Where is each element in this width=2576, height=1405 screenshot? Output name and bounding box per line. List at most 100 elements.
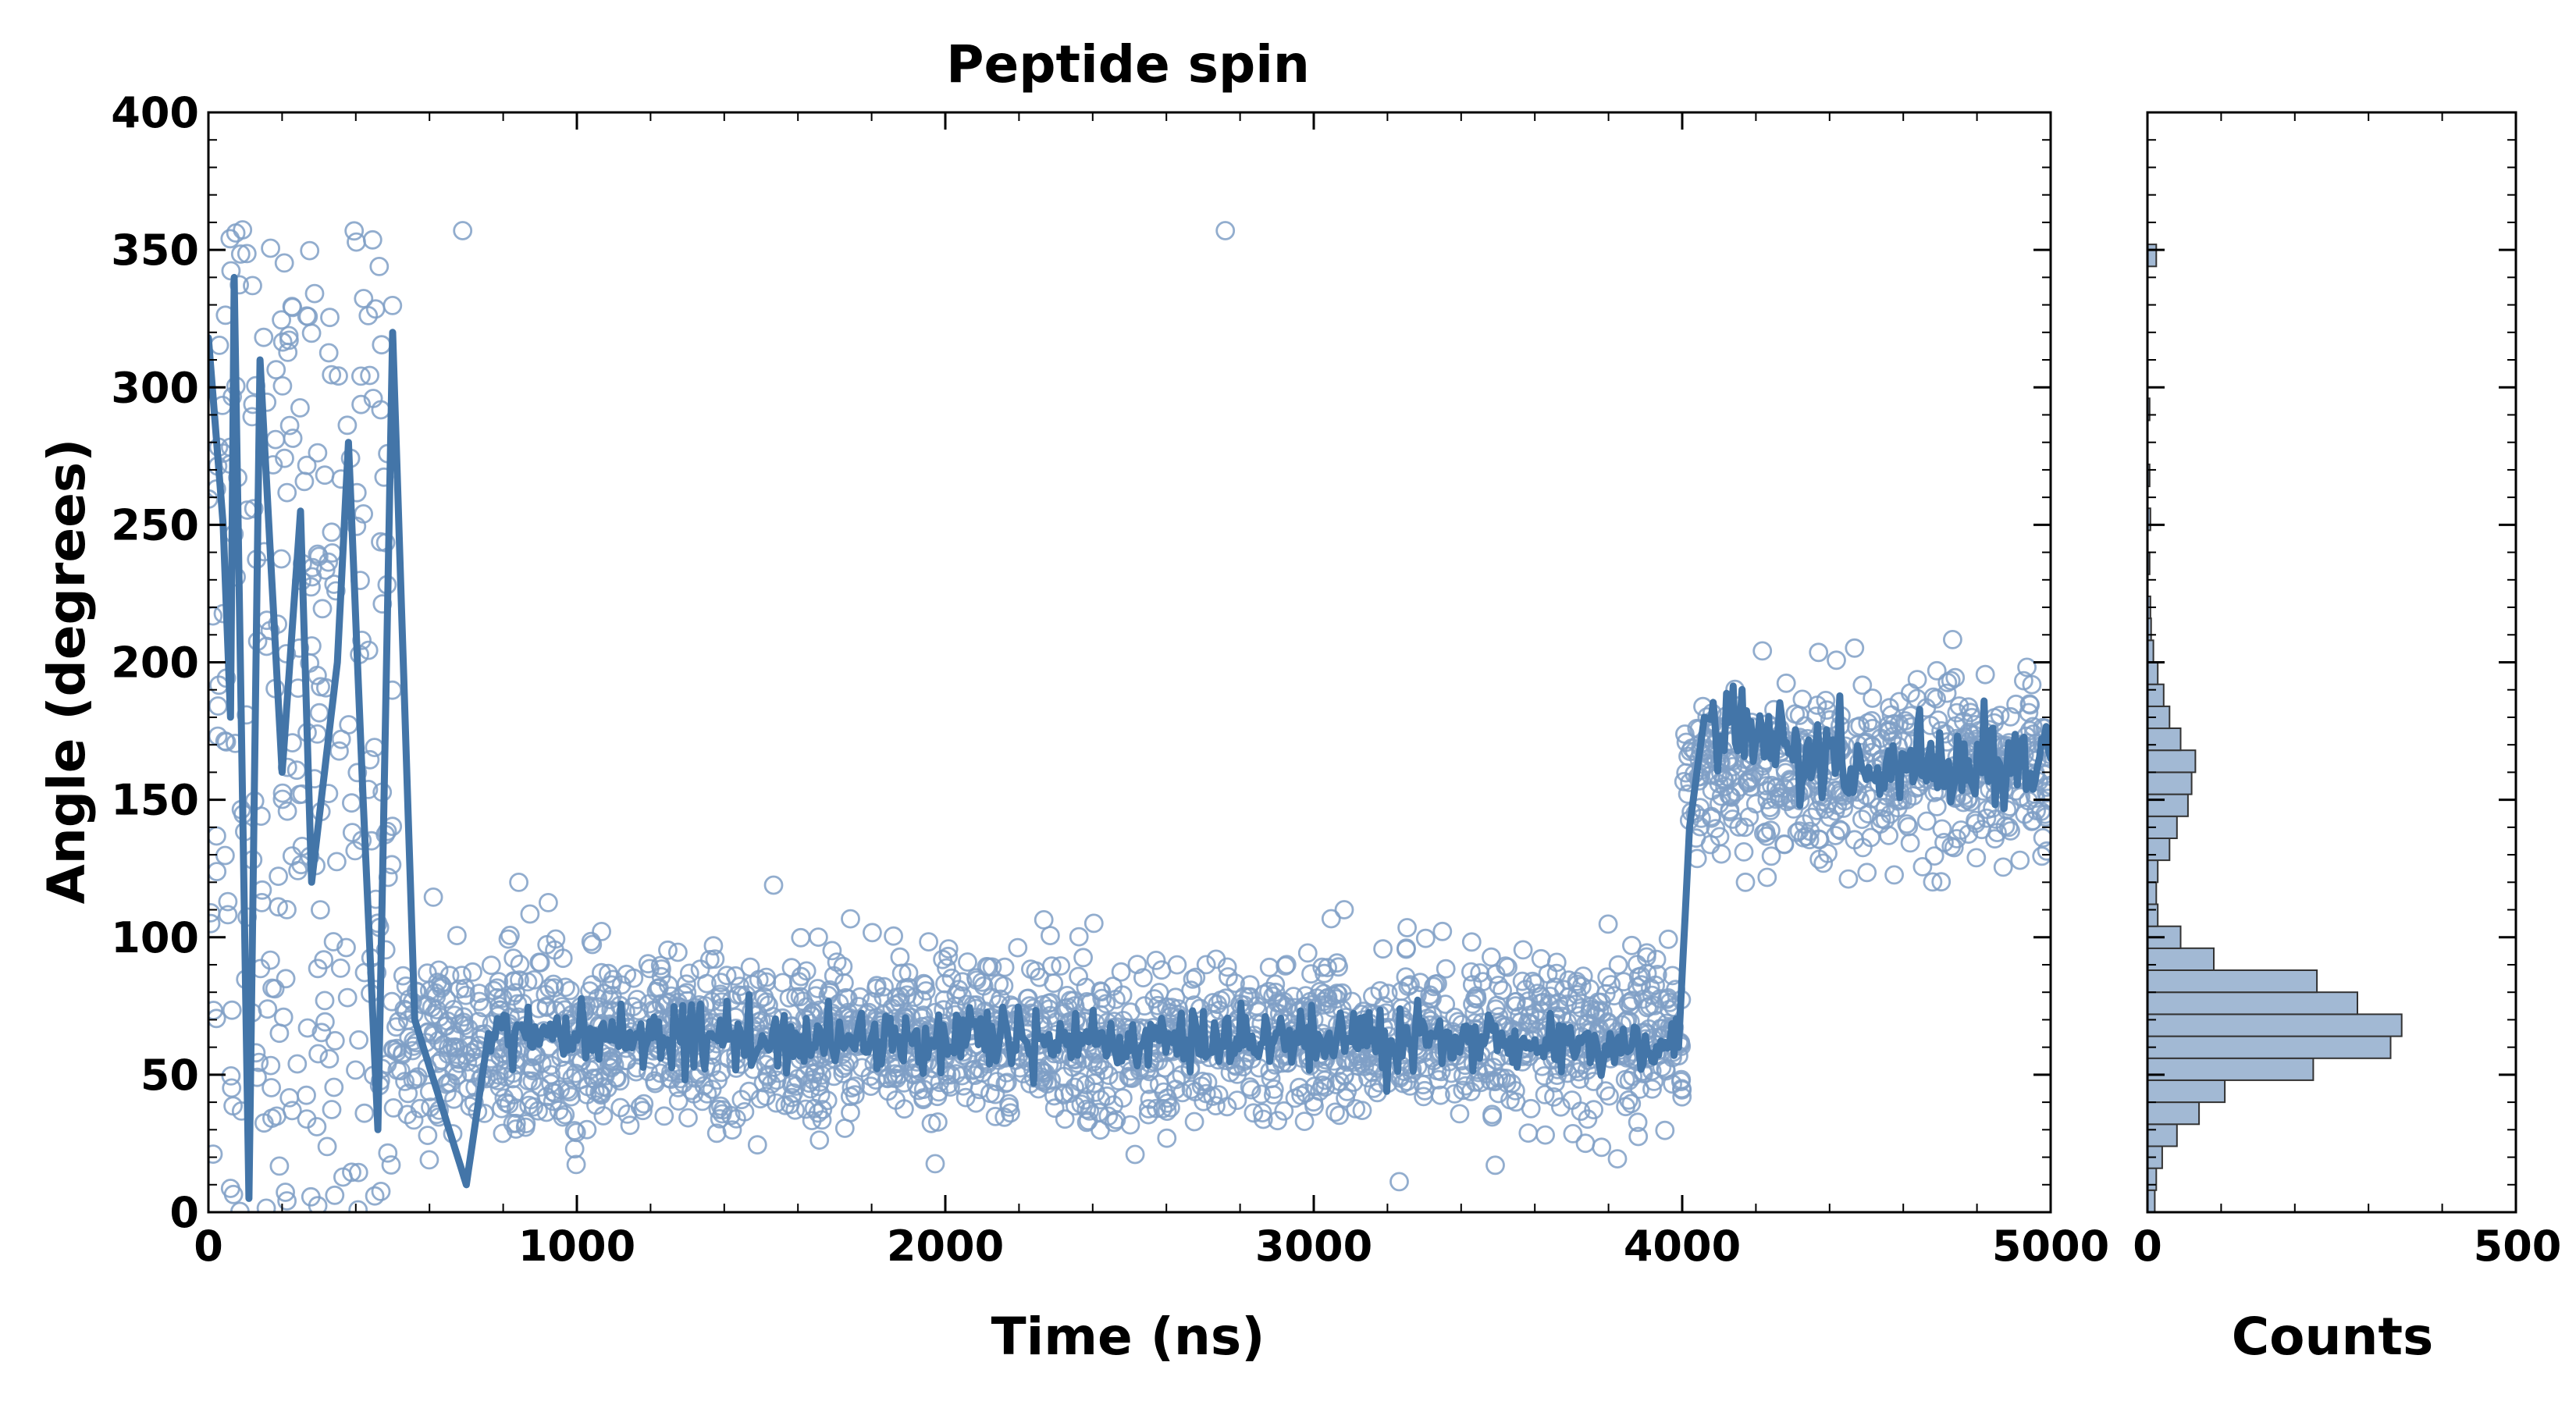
x-tick-label: 1000 (518, 1222, 635, 1271)
scatter-point (347, 516, 367, 536)
scatter-point (503, 986, 523, 1006)
scatter-point (1346, 1099, 1366, 1119)
scatter-point (1041, 993, 1061, 1012)
scatter-point (1726, 782, 1745, 802)
scatter-point (1993, 857, 2013, 877)
scatter-point (890, 947, 910, 967)
scatter-point (1010, 1058, 1030, 1078)
scatter-point (1770, 788, 1790, 808)
scatter-point (1775, 759, 1795, 779)
scatter-point (348, 1200, 368, 1212)
scatter-point (315, 465, 335, 486)
scatter-point (2020, 695, 2041, 715)
scatter-point (372, 335, 392, 355)
scatter-point (1525, 973, 1545, 994)
scatter-point (1616, 1097, 1636, 1117)
x-tick-label: 2000 (887, 1222, 1004, 1271)
histogram-bar (2147, 1167, 2158, 1191)
scatter-point (1139, 1074, 1159, 1094)
scatter-point (381, 1155, 401, 1175)
scatter-point (1342, 991, 1362, 1012)
scatter-point (1181, 980, 1201, 1001)
scatter-point (1057, 986, 1077, 1005)
scatter-point (444, 1062, 464, 1081)
scatter-point (566, 1063, 585, 1083)
scatter-point (220, 229, 240, 249)
scatter-point (1813, 853, 1834, 873)
scatter-point (1436, 959, 1456, 979)
hist-x-tick-label: 500 (2474, 1222, 2562, 1271)
scatter-point (773, 973, 792, 993)
scatter-point (1311, 1062, 1332, 1082)
scatter-point (1352, 1053, 1372, 1073)
scatter-point (592, 962, 611, 983)
scatter-point (1924, 846, 1944, 866)
scatter-point (347, 232, 366, 252)
scatter-point (407, 1067, 428, 1087)
scatter-point (546, 929, 566, 949)
scatter-point (1108, 1071, 1129, 1091)
scatter-point (1720, 800, 1740, 820)
scatter-point (799, 1058, 819, 1077)
scatter-point (1513, 940, 1533, 960)
scatter-point (1203, 1087, 1223, 1106)
scatter-point (1453, 1080, 1473, 1101)
scatter-point (261, 238, 281, 258)
scatter-point (1424, 976, 1443, 997)
histogram-axis-ticks: 0 500 (2133, 111, 2562, 1271)
scatter-point (283, 429, 303, 448)
scatter-point (866, 978, 886, 998)
scatter-point (276, 1183, 296, 1202)
scatter-point (585, 1057, 605, 1076)
scatter-point (809, 927, 828, 947)
scatter-point (946, 1064, 966, 1084)
scatter-point (1219, 967, 1238, 987)
scatter-point (1415, 928, 1436, 948)
scatter-point (934, 1000, 953, 1020)
scatter-point (593, 1076, 614, 1097)
scatter-point (463, 962, 482, 982)
scatter-point (1852, 675, 1873, 695)
scatter-point (1461, 962, 1481, 982)
scatter-point (1241, 1080, 1261, 1100)
scatter-point (1570, 1069, 1590, 1089)
scatter-point (322, 522, 342, 542)
scatter-point (481, 955, 501, 976)
scatter-point (266, 360, 286, 380)
scatter-point (337, 987, 358, 1008)
scatter-point (560, 980, 580, 1001)
scatter-point (1535, 1085, 1555, 1104)
scatter-point (1083, 913, 1104, 934)
scatter-point (852, 1058, 872, 1078)
scatter-point (322, 1100, 342, 1119)
scatter-point (1103, 976, 1123, 996)
scatter-point (1535, 1125, 1555, 1145)
scatter-point (254, 327, 274, 347)
scatter-point (1329, 1072, 1350, 1091)
x-tick-label: 4000 (1624, 1222, 1741, 1271)
scatter-point (1196, 955, 1216, 975)
scatter-point (1879, 826, 1899, 845)
scatter-point (436, 1016, 456, 1037)
scatter-point (1757, 867, 1777, 887)
scatter-point (1907, 670, 1927, 689)
scatter-point (678, 1108, 698, 1128)
scatter-point (2010, 850, 2030, 870)
scatter-point (524, 970, 544, 990)
scatter-point (985, 1084, 1005, 1104)
scatter-point (1301, 964, 1321, 984)
scatter-point (443, 1026, 462, 1046)
scatter-point (555, 1104, 575, 1125)
scatter-point (290, 398, 310, 418)
scatter-point (1825, 826, 1845, 845)
scatter-point (1069, 966, 1088, 987)
scatter-point (710, 1108, 730, 1129)
scatter-point (921, 1113, 941, 1133)
scatter-point (1672, 1087, 1692, 1107)
scatter-point (550, 1080, 571, 1100)
scatter-point (841, 909, 860, 929)
scatter-point (1752, 641, 1773, 661)
scatter-point (369, 256, 390, 276)
histogram-bar (2147, 683, 2165, 707)
scatter-point (297, 1018, 318, 1038)
